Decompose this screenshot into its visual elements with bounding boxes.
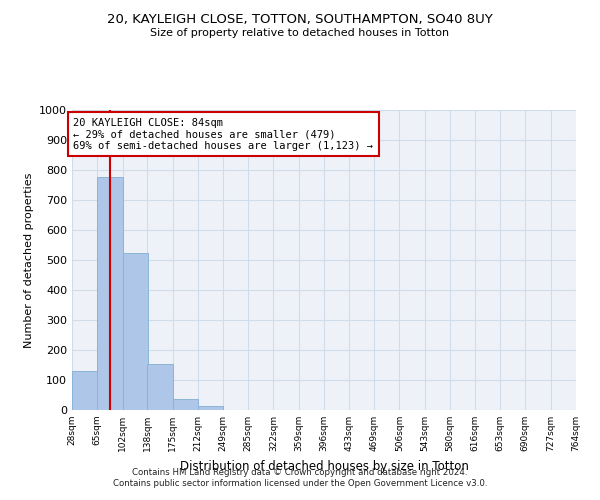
Text: Contains HM Land Registry data © Crown copyright and database right 2024.
Contai: Contains HM Land Registry data © Crown c… <box>113 468 487 487</box>
Bar <box>173 399 198 410</box>
Bar <box>122 254 148 410</box>
Text: 20, KAYLEIGH CLOSE, TOTTON, SOUTHAMPTON, SO40 8UY: 20, KAYLEIGH CLOSE, TOTTON, SOUTHAMPTON,… <box>107 12 493 26</box>
Bar <box>198 406 223 410</box>
Bar <box>97 176 122 410</box>
Text: 20 KAYLEIGH CLOSE: 84sqm
← 29% of detached houses are smaller (479)
69% of semi-: 20 KAYLEIGH CLOSE: 84sqm ← 29% of detach… <box>73 118 373 150</box>
X-axis label: Distribution of detached houses by size in Totton: Distribution of detached houses by size … <box>179 460 469 472</box>
Bar <box>72 371 97 410</box>
Bar <box>148 364 173 410</box>
Text: Size of property relative to detached houses in Totton: Size of property relative to detached ho… <box>151 28 449 38</box>
Y-axis label: Number of detached properties: Number of detached properties <box>23 172 34 348</box>
